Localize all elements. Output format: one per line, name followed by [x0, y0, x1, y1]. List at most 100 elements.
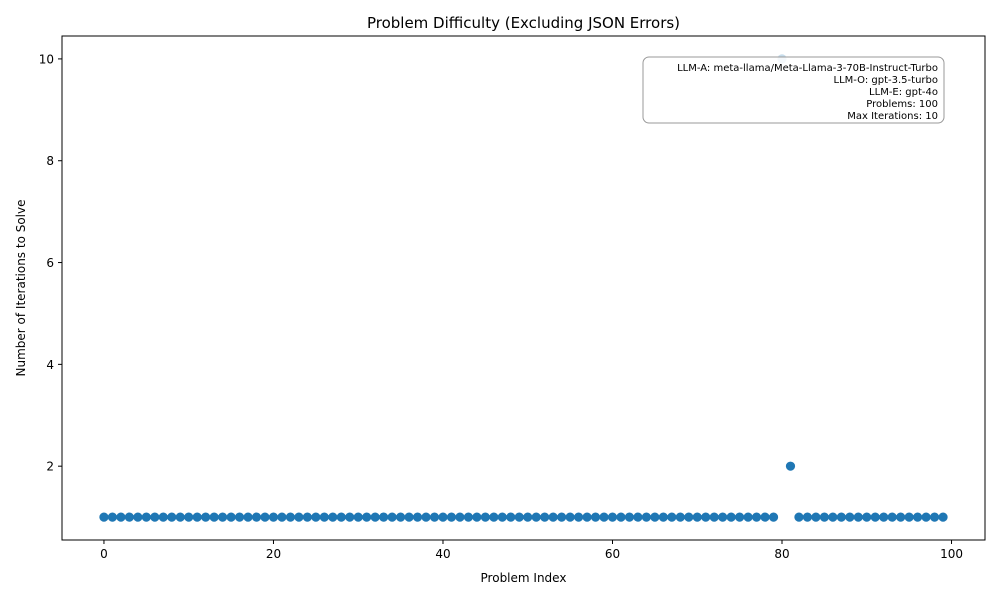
scatter-point: [243, 512, 253, 522]
chart-title: Problem Difficulty (Excluding JSON Error…: [367, 14, 680, 32]
scatter-point: [548, 512, 558, 522]
scatter-point: [582, 512, 592, 522]
scatter-point: [472, 512, 482, 522]
scatter-point: [531, 512, 541, 522]
scatter-point: [751, 512, 762, 522]
scatter-point: [251, 512, 262, 522]
scatter-point: [133, 512, 143, 522]
scatter-point: [294, 512, 304, 522]
scatter-point: [870, 512, 880, 522]
scatter-point: [446, 512, 457, 522]
scatter-point: [684, 512, 694, 522]
info-annotation-box: LLM-A: meta-llama/Meta-Llama-3-70B-Instr…: [642, 56, 945, 124]
scatter-point: [353, 512, 363, 522]
x-tick-label: 0: [100, 547, 108, 561]
scatter-point: [845, 512, 855, 522]
scatter-point: [701, 512, 711, 522]
scatter-point: [319, 512, 329, 522]
scatter-point: [913, 512, 923, 522]
scatter-point: [201, 512, 211, 522]
scatter-point: [896, 512, 906, 522]
scatter-point: [760, 512, 770, 522]
scatter-point: [489, 512, 499, 522]
scatter-point: [565, 512, 575, 522]
scatter-point: [362, 512, 372, 522]
scatter-point: [938, 512, 948, 522]
scatter-point: [726, 512, 736, 522]
y-tick-label: 4: [46, 358, 54, 372]
x-tick-label: 40: [435, 547, 450, 561]
scatter-point: [599, 512, 609, 522]
scatter-point: [158, 512, 168, 522]
scatter-point: [828, 512, 838, 522]
scatter-point: [709, 512, 719, 522]
annotation-line: LLM-E: gpt-4o: [869, 87, 938, 98]
scatter-point: [175, 512, 185, 522]
scatter-point: [658, 512, 668, 522]
scatter-point: [192, 512, 202, 522]
scatter-point: [616, 512, 626, 522]
scatter-point: [234, 512, 245, 522]
scatter-point: [150, 512, 160, 522]
scatter-point: [328, 512, 338, 522]
annotation-line: LLM-O: gpt-3.5-turbo: [834, 75, 938, 86]
scatter-point: [336, 512, 346, 522]
scatter-point: [480, 512, 490, 522]
scatter-point: [463, 512, 474, 522]
scatter-point: [667, 512, 677, 522]
scatter-point: [641, 512, 652, 522]
scatter-point: [573, 512, 584, 522]
scatter-point: [260, 512, 270, 522]
scatter-point: [116, 512, 126, 522]
scatter-point: [107, 512, 118, 522]
scatter-point: [99, 512, 109, 522]
scatter-point: [285, 512, 296, 522]
y-tick-label: 8: [46, 154, 54, 168]
x-tick-label: 20: [266, 547, 281, 561]
y-tick-label: 10: [39, 52, 54, 66]
scatter-point: [590, 512, 601, 522]
scatter-point: [218, 512, 228, 522]
y-tick-label: 2: [46, 460, 54, 474]
scatter-point: [455, 512, 465, 522]
scatter-point: [438, 512, 448, 522]
annotation-background: [642, 56, 945, 124]
x-tick-label: 60: [605, 547, 620, 561]
scatter-point: [650, 512, 660, 522]
scatter-point: [429, 512, 440, 522]
scatter-point: [387, 512, 397, 522]
scatter-point: [904, 512, 914, 522]
plot-frame: [61, 35, 986, 541]
scatter-point: [302, 512, 312, 522]
scatter-point: [624, 512, 635, 522]
scatter-point: [396, 512, 406, 522]
scatter-point: [853, 512, 863, 522]
scatter-point: [887, 512, 897, 522]
x-tick-label: 80: [774, 547, 789, 561]
scatter-point: [802, 512, 813, 522]
scatter-point: [345, 512, 355, 522]
x-axis-label: Problem Index: [481, 571, 567, 585]
scatter-point: [209, 512, 219, 522]
y-axis-label: Number of Iterations to Solve: [14, 199, 28, 376]
scatter-point: [692, 512, 702, 522]
x-axis-ticks: 0 20 40 60 80 100: [100, 540, 963, 561]
scatter-point: [768, 512, 779, 522]
scatter-point: [412, 512, 423, 522]
scatter-point: [557, 512, 567, 522]
scatter-point: [226, 512, 236, 522]
annotation-line: LLM-A: meta-llama/Meta-Llama-3-70B-Instr…: [677, 63, 938, 74]
scatter-point: [379, 512, 389, 522]
scatter-point: [675, 512, 685, 522]
y-axis-ticks: 2 4 6 8 10: [39, 52, 62, 474]
scatter-point: [929, 512, 940, 522]
scatter-point: [811, 512, 821, 522]
scatter-point: [819, 512, 829, 522]
x-tick-label: 100: [940, 547, 963, 561]
annotation-line: Max Iterations: 10: [847, 111, 938, 122]
scatter-point: [184, 512, 194, 522]
scatter-point: [836, 512, 846, 522]
scatter-point: [743, 512, 753, 522]
scatter-point: [404, 512, 414, 522]
